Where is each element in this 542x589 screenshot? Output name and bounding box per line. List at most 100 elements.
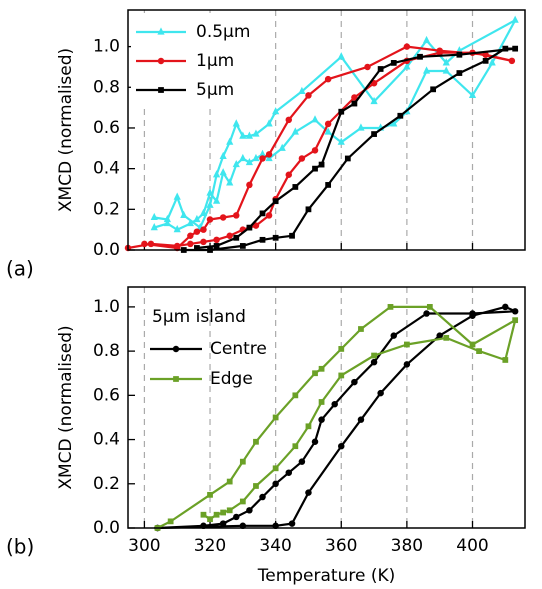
marker: [212, 170, 221, 178]
marker: [193, 214, 201, 223]
marker: [338, 372, 345, 379]
x-tick-label: 400: [456, 536, 488, 556]
marker: [173, 376, 179, 382]
marker: [403, 62, 411, 70]
y-tick-label: 0.6: [93, 118, 120, 138]
marker: [163, 218, 171, 227]
axes-frame: [127, 9, 526, 251]
marker: [233, 513, 240, 521]
marker: [311, 115, 319, 123]
marker: [233, 212, 240, 219]
marker: [272, 234, 279, 241]
marker: [226, 178, 234, 186]
marker: [417, 53, 423, 60]
marker: [469, 310, 476, 317]
marker: [167, 518, 174, 525]
marker: [259, 493, 266, 501]
marker: [245, 157, 253, 166]
marker: [259, 155, 266, 162]
marker: [150, 212, 158, 221]
marker: [246, 224, 253, 231]
marker: [213, 236, 220, 244]
marker: [172, 345, 180, 353]
marker: [324, 75, 332, 83]
marker: [246, 181, 253, 189]
marker: [219, 168, 227, 176]
y-tick-label: 0.8: [93, 341, 120, 361]
marker: [219, 151, 227, 160]
y-tick-label: 0.0: [93, 240, 120, 260]
x-tick-label: 360: [325, 536, 357, 556]
legend-label: 5µm: [196, 80, 234, 100]
marker: [338, 442, 345, 450]
marker: [272, 414, 279, 421]
marker: [199, 208, 208, 216]
marker: [344, 155, 351, 162]
marker: [442, 66, 450, 74]
marker: [502, 303, 509, 311]
legend-label: Centre: [210, 339, 267, 359]
marker: [422, 35, 431, 44]
marker: [371, 131, 377, 137]
y-tick-label: 1.0: [93, 297, 120, 317]
legend-label: Edge: [210, 369, 253, 389]
y-tick-label: 0.6: [93, 385, 120, 405]
marker: [265, 212, 273, 219]
marker: [207, 491, 213, 498]
marker: [298, 86, 306, 94]
marker: [377, 389, 384, 397]
marker: [502, 45, 509, 52]
marker: [239, 153, 247, 162]
marker: [476, 348, 482, 354]
marker: [390, 119, 398, 127]
marker: [233, 234, 240, 241]
y-tick-label: 0.2: [93, 474, 120, 494]
marker: [305, 489, 312, 496]
marker: [338, 346, 345, 352]
marker: [265, 119, 273, 127]
marker: [219, 214, 227, 221]
y-axis-title: XMCD (normalised): [56, 48, 76, 212]
marker: [258, 149, 267, 158]
marker: [292, 184, 299, 190]
marker: [180, 210, 188, 219]
marker: [252, 153, 260, 162]
marker: [397, 112, 404, 119]
marker: [226, 137, 234, 145]
marker: [370, 96, 378, 105]
marker: [337, 52, 345, 60]
marker: [193, 228, 201, 235]
marker: [370, 79, 378, 87]
marker: [469, 341, 476, 348]
marker: [318, 365, 325, 372]
legend-title: 5µm island: [152, 307, 246, 327]
marker: [387, 304, 394, 310]
marker: [456, 51, 463, 58]
marker: [289, 232, 295, 239]
marker: [403, 43, 411, 50]
x-tick-label: 300: [128, 536, 160, 556]
marker: [219, 520, 227, 527]
marker: [187, 240, 194, 248]
marker: [265, 151, 273, 158]
marker: [430, 86, 437, 93]
marker: [173, 225, 181, 233]
marker: [371, 352, 377, 359]
marker: [253, 438, 259, 445]
marker: [318, 416, 325, 423]
y-tick-label: 0.2: [93, 199, 120, 219]
marker: [163, 214, 171, 223]
marker: [285, 116, 293, 124]
marker: [226, 507, 233, 514]
marker: [292, 443, 299, 450]
marker: [278, 143, 286, 151]
marker: [186, 218, 194, 227]
panel-label: (a): [6, 257, 34, 281]
y-tick-label: 1.0: [93, 37, 120, 57]
marker: [200, 511, 207, 518]
marker: [468, 90, 477, 99]
marker: [351, 378, 358, 386]
y-tick-label: 0.4: [93, 159, 120, 179]
marker: [442, 58, 450, 66]
marker: [239, 458, 246, 465]
